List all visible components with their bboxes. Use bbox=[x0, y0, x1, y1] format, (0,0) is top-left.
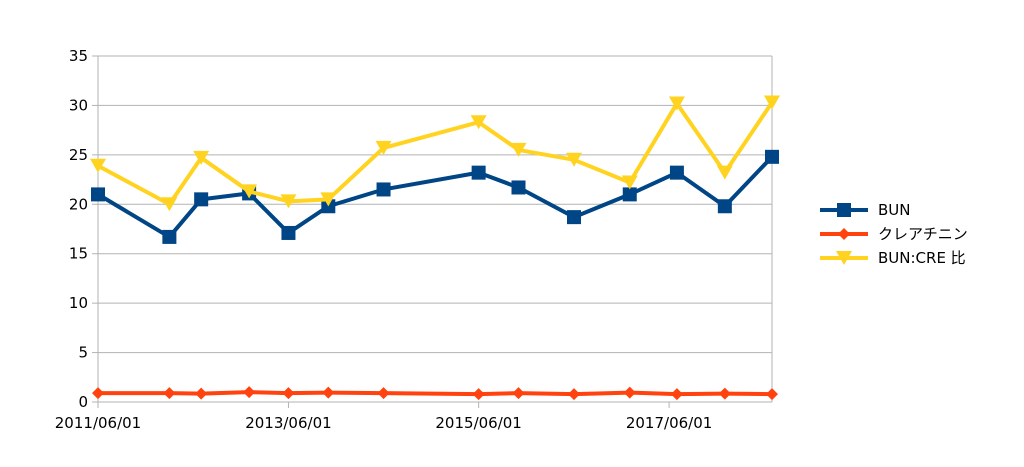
data-point-creatinine bbox=[512, 387, 525, 400]
series-line-creatinine bbox=[98, 390, 773, 397]
legend-marker-bun-cre-ratio bbox=[836, 251, 852, 265]
data-point-bun-cre-ratio bbox=[510, 142, 527, 157]
data-point-bun-cre-ratio bbox=[161, 197, 178, 212]
data-point-bun-cre-ratio bbox=[565, 152, 582, 167]
x-tick-label: 2011/06/01 bbox=[55, 414, 141, 432]
y-tick-label: 10 bbox=[69, 294, 88, 312]
data-point-creatinine bbox=[567, 388, 580, 401]
data-point-bun-cre-ratio bbox=[668, 96, 685, 111]
y-tick-label: 5 bbox=[78, 344, 88, 362]
data-point-bun bbox=[376, 182, 391, 197]
data-point-bun bbox=[717, 199, 732, 214]
data-point-bun-cre-ratio bbox=[241, 184, 258, 199]
y-tick-label: 30 bbox=[69, 96, 88, 114]
data-point-creatinine bbox=[670, 388, 683, 401]
data-point-bun-cre-ratio bbox=[375, 140, 392, 155]
data-point-bun bbox=[162, 229, 177, 244]
data-point-bun bbox=[91, 187, 105, 202]
series-bun-cre-ratio bbox=[90, 95, 780, 212]
legend-label-creatinine: クレアチニン bbox=[878, 225, 968, 243]
data-point-creatinine bbox=[322, 386, 335, 399]
y-axis-ticks: 0 5 10 15 20 25 30 35 bbox=[69, 47, 98, 411]
legend-label-bun-cre-ratio: BUN:CRE 比 bbox=[878, 249, 966, 267]
data-point-creatinine bbox=[282, 387, 295, 400]
data-point-creatinine bbox=[623, 386, 636, 399]
data-point-bun-cre-ratio bbox=[621, 175, 638, 190]
y-tick-label: 35 bbox=[69, 47, 88, 65]
x-tick-label: 2015/06/01 bbox=[435, 414, 521, 432]
data-point-creatinine bbox=[718, 387, 731, 400]
data-point-bun-cre-ratio bbox=[193, 150, 210, 165]
data-point-bun bbox=[669, 165, 684, 180]
data-point-creatinine bbox=[472, 388, 485, 401]
data-point-bun bbox=[471, 165, 486, 180]
data-point-bun-cre-ratio bbox=[280, 194, 297, 209]
x-tick-label: 2017/06/01 bbox=[626, 414, 712, 432]
legend-label-bun: BUN bbox=[878, 201, 911, 219]
legend: BUN クレアチニン BUN:CRE 比 bbox=[820, 201, 968, 267]
data-point-bun-cre-ratio bbox=[470, 115, 487, 130]
data-point-creatinine bbox=[766, 388, 778, 401]
plot-area bbox=[97, 56, 773, 403]
series-bun bbox=[91, 149, 779, 244]
data-point-creatinine bbox=[92, 387, 104, 400]
data-point-creatinine bbox=[163, 387, 176, 400]
data-point-creatinine bbox=[243, 386, 256, 399]
y-tick-label: 15 bbox=[69, 245, 88, 263]
series-line-bun-cre-ratio bbox=[97, 101, 774, 207]
y-tick-label: 20 bbox=[69, 195, 88, 213]
series-line-bun bbox=[96, 155, 774, 239]
series-creatinine bbox=[92, 386, 778, 401]
data-point-bun bbox=[281, 225, 296, 240]
x-axis-ticks: 2011/06/01 2013/06/01 2015/06/01 2017/06/01 bbox=[55, 402, 712, 432]
series-group bbox=[90, 95, 780, 401]
data-point-bun bbox=[765, 149, 779, 164]
gridlines bbox=[98, 55, 772, 403]
data-point-bun bbox=[622, 187, 637, 202]
data-point-creatinine bbox=[195, 387, 208, 400]
data-point-creatinine bbox=[377, 387, 390, 400]
legend-marker-bun bbox=[837, 203, 851, 217]
data-point-bun-cre-ratio bbox=[90, 158, 106, 173]
data-point-bun bbox=[511, 180, 526, 195]
y-tick-label: 0 bbox=[78, 393, 88, 411]
data-point-bun-cre-ratio bbox=[320, 192, 337, 207]
data-point-bun-cre-ratio bbox=[764, 95, 780, 110]
legend-marker-creatinine bbox=[838, 228, 850, 240]
y-tick-label: 25 bbox=[69, 146, 88, 164]
x-tick-label: 2013/06/01 bbox=[245, 414, 331, 432]
data-point-bun bbox=[194, 192, 209, 207]
data-point-bun bbox=[566, 210, 581, 225]
data-point-bun-cre-ratio bbox=[716, 165, 733, 180]
